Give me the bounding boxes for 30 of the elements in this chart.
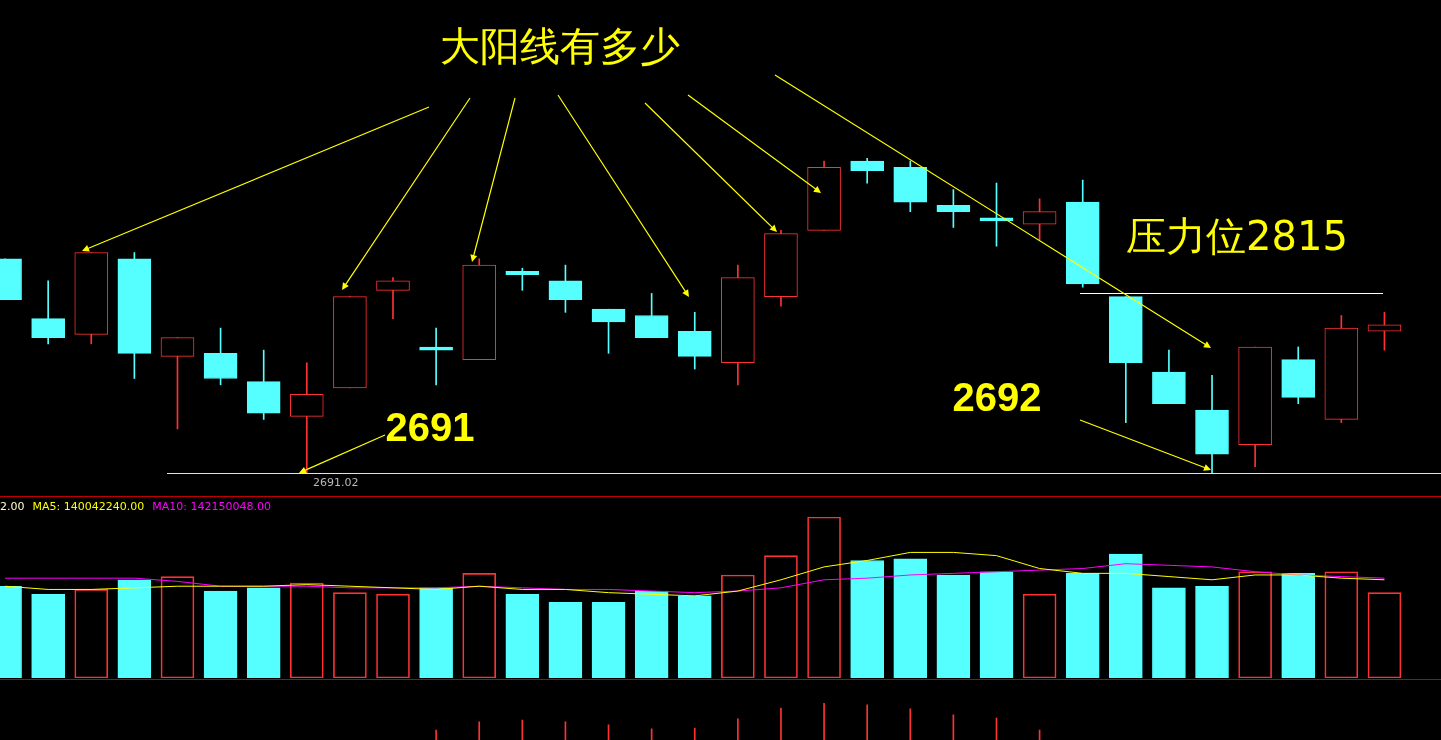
bar bbox=[203, 590, 238, 678]
bar bbox=[634, 590, 669, 678]
bar bbox=[1152, 587, 1186, 678]
bar bbox=[936, 574, 971, 678]
bar bbox=[850, 560, 884, 678]
bar bbox=[505, 593, 540, 678]
bar bbox=[979, 571, 1014, 678]
text: 2691.02 bbox=[313, 475, 359, 489]
chart-title: 大阳线有多少 bbox=[440, 23, 680, 70]
bar bbox=[419, 587, 453, 678]
bar bbox=[677, 595, 712, 678]
candlestick bbox=[376, 277, 410, 319]
candlestick bbox=[505, 267, 540, 291]
text: MA5: 140042240.00 bbox=[32, 500, 145, 513]
bar bbox=[1108, 553, 1143, 678]
annotation: 2692 bbox=[952, 375, 1042, 420]
bar bbox=[246, 587, 281, 678]
bar bbox=[591, 602, 626, 678]
ref-line-label: 压力位2815 bbox=[1126, 213, 1348, 260]
bar bbox=[1281, 573, 1316, 678]
bar bbox=[1195, 585, 1229, 678]
bar bbox=[31, 593, 65, 678]
candlestick bbox=[289, 362, 324, 473]
bar bbox=[893, 558, 928, 678]
bar bbox=[548, 602, 583, 678]
bar bbox=[1065, 573, 1100, 678]
bar bbox=[117, 579, 152, 678]
annotation: 2691 bbox=[385, 405, 475, 450]
text: MA10: 142150048.00 bbox=[152, 500, 271, 513]
text: 2.00 bbox=[0, 500, 25, 513]
